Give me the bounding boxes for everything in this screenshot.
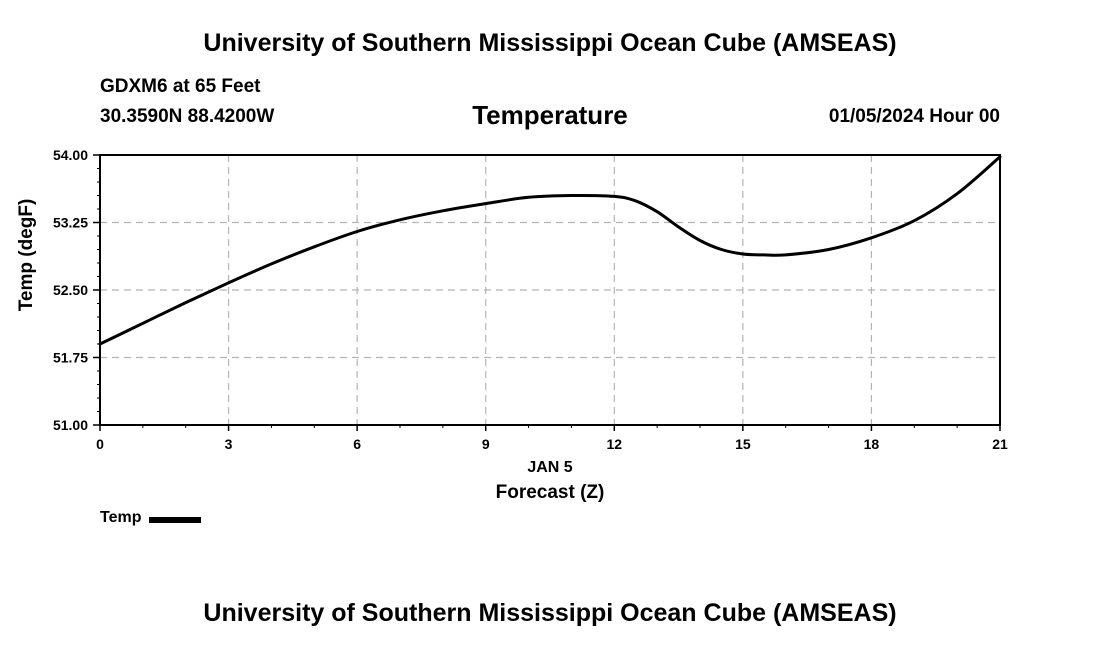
y-axis-label: Temp (degF) [16,198,37,312]
station-coordinates: 30.3590N 88.4200W [100,106,275,127]
legend-label: Temp [100,509,142,526]
x-axis-date-label: JAN 5 [527,459,573,476]
y-tick-label: 52.50 [53,282,88,298]
x-tick-label: 6 [353,436,361,452]
x-tick-label: 12 [606,436,622,452]
chart-title: Temperature [472,100,628,130]
y-tick-label: 51.75 [53,350,88,366]
x-tick-label: 0 [96,436,104,452]
footer-title: University of Southern Mississippi Ocean… [203,599,897,627]
y-tick-label: 54.00 [53,147,88,163]
x-axis-label: Forecast (Z) [495,482,605,503]
x-tick-label: 15 [735,436,751,452]
chart-legend: Temp [100,509,202,527]
station-label: GDXM6 at 65 Feet [100,76,261,97]
x-tick-label: 3 [225,436,233,452]
x-tick-label: 9 [482,436,490,452]
y-tick-label: 51.00 [53,417,88,433]
tick-labels: 0 3 6 9 12 15 18 21 51.00 51.75 52.50 53.25 54.00 [53,147,1008,452]
page-title: University of Southern Mississippi Ocean… [203,29,897,57]
series-line-temp [98,155,1002,346]
x-tick-label: 18 [864,436,880,452]
x-tick-label: 21 [992,436,1008,452]
axis-ticks [93,154,1001,431]
y-tick-label: 53.25 [53,215,88,231]
forecast-datetime: 01/05/2024 Hour 00 [828,106,1000,127]
legend-swatch-temp [149,516,202,523]
